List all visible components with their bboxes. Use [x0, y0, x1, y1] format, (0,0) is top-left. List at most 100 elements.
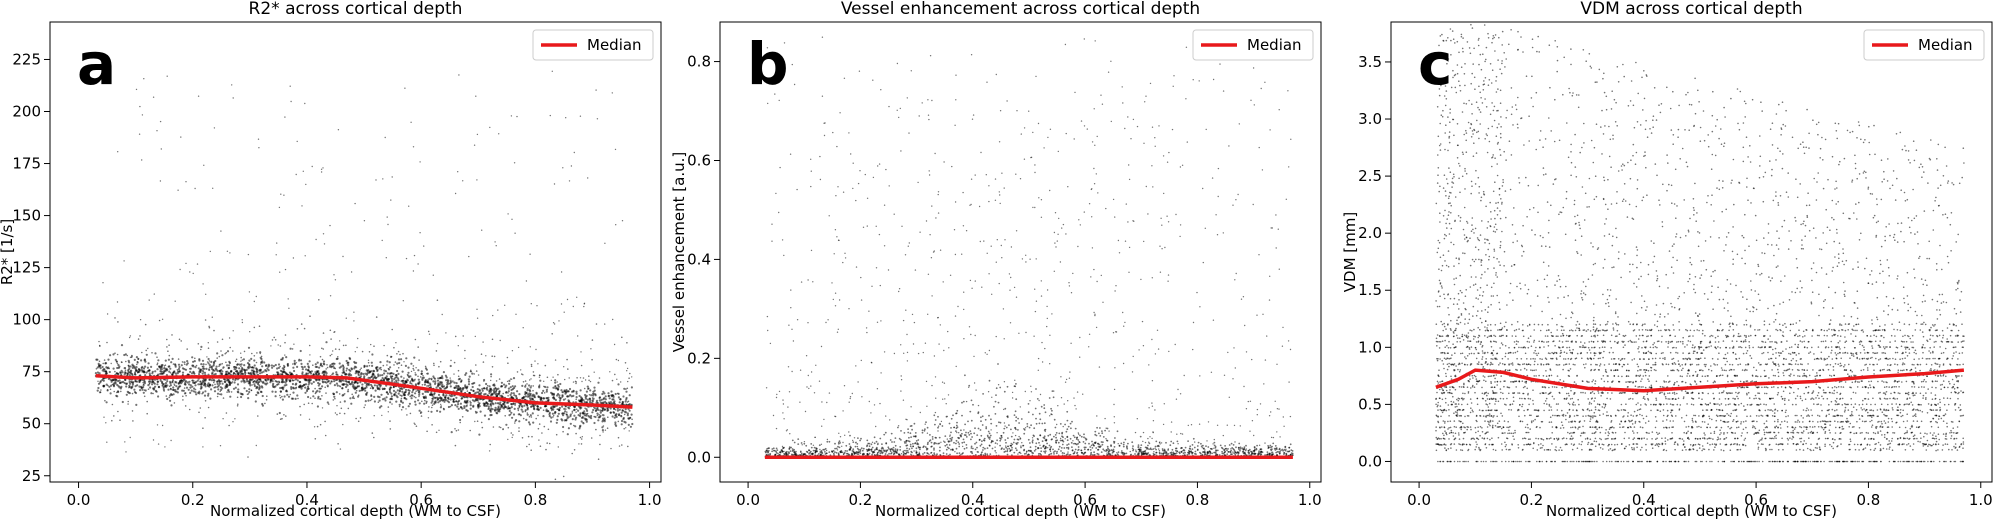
scatter-point — [382, 389, 384, 391]
scatter-point — [1267, 453, 1269, 455]
scatter-point — [302, 385, 304, 387]
scatter-point — [530, 386, 532, 388]
scatter-point — [507, 407, 509, 409]
scatter-point — [437, 378, 438, 379]
scatter-point — [1226, 453, 1228, 455]
scatter-point — [301, 205, 302, 206]
scatter-point — [511, 115, 512, 116]
scatter-point — [382, 377, 384, 379]
scatter-point — [574, 449, 576, 451]
scatter-point — [389, 391, 391, 393]
scatter-point — [778, 454, 780, 456]
scatter-point — [389, 389, 391, 391]
scatter-point — [338, 129, 339, 130]
scatter-point — [308, 402, 310, 404]
scatter-point — [191, 356, 193, 358]
scatter-point — [164, 365, 165, 366]
scatter-point — [393, 386, 395, 388]
scatter-point — [560, 389, 562, 391]
scatter-point — [579, 425, 581, 427]
scatter-point — [1123, 446, 1125, 448]
scatter-point — [202, 366, 204, 368]
scatter-point — [349, 383, 351, 385]
scatter-point — [377, 388, 379, 390]
scatter-point — [961, 402, 963, 404]
scatter-point — [1042, 440, 1044, 442]
scatter-point — [1092, 443, 1094, 445]
scatter-point — [613, 401, 615, 403]
scatter-point — [275, 391, 277, 393]
scatter-point — [531, 366, 533, 368]
scatter-point — [873, 451, 875, 453]
scatter-point — [1000, 438, 1002, 440]
scatter-point — [575, 433, 577, 435]
scatter-point — [111, 420, 113, 422]
scatter-point — [542, 390, 544, 392]
scatter-point — [910, 444, 912, 446]
scatter-point — [459, 422, 461, 424]
scatter-point — [554, 323, 555, 324]
scatter-point — [402, 371, 404, 373]
scatter-point — [175, 389, 177, 391]
scatter-point — [302, 368, 304, 370]
scatter-point — [392, 176, 393, 177]
scatter-point — [325, 341, 327, 343]
scatter-point — [141, 389, 143, 391]
scatter-point — [339, 340, 340, 341]
scatter-point — [351, 368, 353, 370]
scatter-point — [395, 401, 397, 403]
scatter-point — [329, 382, 331, 384]
scatter-point — [376, 366, 378, 368]
scatter-point — [160, 180, 161, 181]
scatter-point — [582, 398, 584, 400]
scatter-point — [439, 387, 441, 389]
scatter-point — [580, 116, 581, 117]
scatter-point — [472, 386, 474, 388]
scatter-point — [171, 373, 173, 375]
scatter-point — [170, 388, 172, 390]
scatter-point — [291, 398, 293, 400]
scatter-point — [151, 372, 153, 374]
scatter-point — [208, 368, 210, 370]
scatter-point — [495, 394, 497, 396]
scatter-point — [160, 373, 162, 375]
scatter-point — [398, 362, 400, 364]
scatter-point — [508, 427, 510, 429]
scatter-point — [956, 448, 958, 450]
scatter-point — [529, 423, 531, 425]
scatter-point — [251, 353, 253, 355]
scatter-point — [450, 385, 452, 387]
scatter-point — [464, 350, 466, 352]
scatter-point — [194, 391, 196, 393]
scatter-point — [281, 381, 283, 383]
scatter-point — [955, 443, 957, 445]
scatter-point — [372, 374, 374, 376]
scatter-point — [339, 362, 341, 364]
scatter-point — [1008, 448, 1010, 450]
scatter-point — [293, 344, 294, 345]
scatter-point — [497, 388, 499, 390]
scatter-point — [1011, 436, 1013, 438]
scatter-point — [128, 387, 130, 389]
scatter-point — [453, 387, 455, 389]
scatter-point — [365, 400, 367, 402]
scatter-point — [164, 371, 166, 373]
scatter-point — [364, 220, 365, 221]
scatter-point — [228, 382, 230, 384]
scatter-point — [1066, 428, 1068, 430]
scatter-point — [301, 373, 303, 375]
scatter-point — [388, 368, 389, 369]
scatter-point — [237, 383, 239, 385]
scatter-point — [231, 391, 233, 393]
scatter-point — [766, 448, 768, 450]
scatter-point — [217, 388, 219, 390]
scatter-point — [922, 453, 924, 455]
scatter-point — [233, 97, 234, 98]
scatter-point — [415, 397, 417, 399]
scatter-point — [531, 416, 533, 418]
scatter-point — [966, 447, 968, 449]
scatter-point — [584, 388, 586, 390]
scatter-point — [195, 393, 197, 395]
scatter-point — [987, 447, 989, 449]
scatter-point — [421, 373, 423, 375]
